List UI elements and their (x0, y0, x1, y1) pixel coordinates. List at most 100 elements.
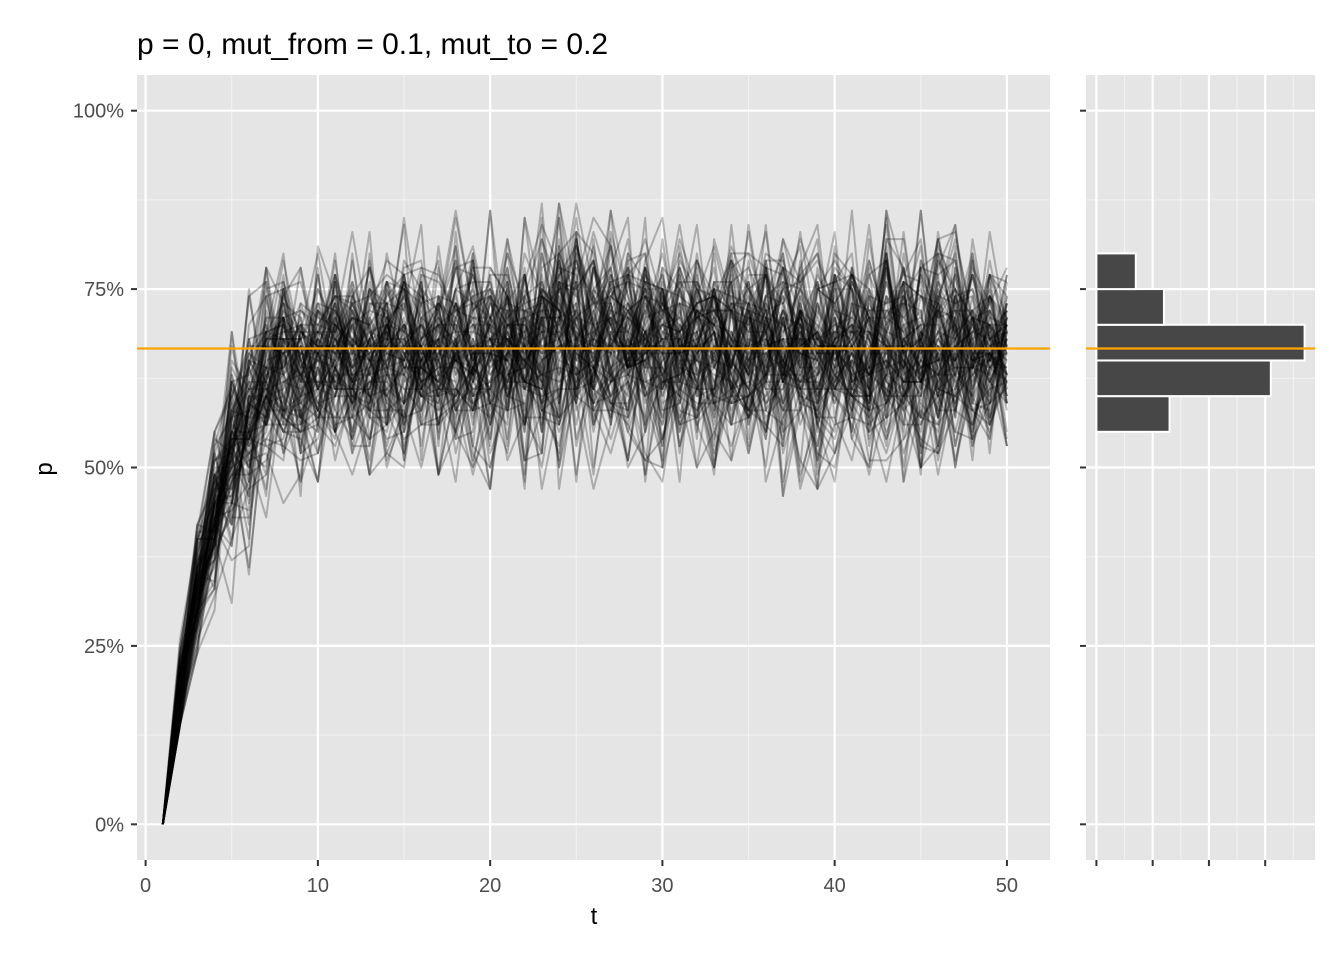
trajectory-line (161, 245, 1008, 825)
trajectory-line (161, 231, 1008, 825)
trajectory-line (161, 223, 1007, 825)
trajectory-line (161, 231, 1008, 825)
trajectory-line (161, 209, 1008, 825)
trajectory-line (161, 259, 1008, 825)
trajectory-line (161, 238, 1008, 825)
trajectory-line (161, 216, 1008, 825)
trajectory-line (161, 223, 1008, 825)
trajectory-line (161, 303, 1008, 825)
trajectory-line (161, 238, 1008, 825)
trajectory-line (161, 266, 1008, 825)
trajectory-line (161, 259, 1008, 825)
trajectory-line (161, 252, 1008, 825)
trajectory-line (161, 266, 1008, 825)
trajectory-line (161, 223, 1008, 825)
trajectory-line (161, 238, 1008, 825)
histogram-gridlines (1086, 75, 1315, 860)
trajectory-line (161, 252, 1008, 825)
trajectory-line (161, 223, 1008, 825)
histogram-bar (1095, 395, 1171, 433)
histogram-bar (1095, 252, 1137, 291)
trajectory-line (161, 238, 1008, 825)
histogram-axes (1080, 109, 1267, 866)
trajectory-line (161, 231, 1008, 825)
x-tick-label: 40 (824, 875, 846, 897)
trajectory-line (161, 223, 1008, 825)
trajectory-line (161, 209, 1008, 825)
trajectory-line (161, 231, 1008, 825)
trajectory-line (161, 223, 1008, 825)
trajectory-line (161, 245, 1008, 825)
trajectory-line (161, 266, 1008, 825)
trajectory-line (161, 216, 1008, 825)
trajectory-line (161, 252, 1008, 825)
trajectory-line (161, 280, 1008, 825)
trajectory-line (161, 216, 1008, 825)
y-tick-label: 0% (95, 814, 124, 836)
trajectory-line (161, 245, 1008, 825)
trajectory-line (161, 209, 1008, 825)
trajectory-line (161, 259, 1008, 825)
trajectory-line (161, 231, 1008, 825)
y-tick-label: 75% (84, 279, 124, 301)
trajectory-line (161, 245, 1008, 825)
trajectory-line (161, 223, 1008, 825)
trajectory-line (161, 238, 1007, 825)
trajectory-line (161, 223, 1008, 825)
trajectory-line (161, 252, 1008, 825)
trajectory-line (161, 209, 1008, 825)
y-tick-label: 50% (84, 458, 124, 480)
trajectory-line (161, 202, 1008, 825)
histogram-bar (1095, 288, 1165, 326)
trajectory-line (161, 295, 1008, 825)
trajectory-line (161, 238, 1008, 825)
trajectory-line (161, 238, 1008, 825)
trajectory-line (161, 202, 1008, 825)
trajectory-line (161, 216, 1008, 825)
trajectory-line (161, 273, 1008, 825)
trajectory-line (161, 259, 1008, 825)
main-plot-panel (137, 75, 1050, 860)
trajectory-line (161, 216, 1008, 825)
x-tick-label: 50 (996, 875, 1018, 897)
trajectory-line (161, 209, 1008, 825)
trajectory-line (161, 223, 1008, 825)
x-tick-label: 30 (651, 875, 673, 897)
trajectory-line (161, 216, 1008, 825)
trajectory-line (161, 209, 1008, 825)
trajectory-line (161, 231, 1008, 825)
trajectory-lines (161, 202, 1008, 825)
trajectory-line (161, 216, 1008, 825)
x-axis-title: t (591, 903, 598, 930)
trajectory-line (161, 266, 1008, 825)
main-gridlines (137, 75, 1050, 860)
trajectory-line (161, 238, 1008, 825)
trajectory-line (161, 259, 1008, 825)
trajectory-line (161, 288, 1008, 825)
trajectory-line (161, 259, 1007, 825)
x-tick-label: 10 (307, 875, 329, 897)
trajectory-line (161, 209, 1008, 825)
trajectory-line (161, 266, 1008, 825)
trajectory-line (161, 259, 1008, 825)
trajectory-line (161, 209, 1008, 825)
trajectory-line (161, 231, 1008, 825)
trajectory-line (161, 259, 1008, 825)
histogram-bar (1095, 323, 1306, 362)
trajectory-line (161, 209, 1008, 825)
trajectory-line (161, 266, 1008, 825)
trajectory-line (161, 209, 1008, 825)
trajectory-line (161, 202, 1008, 825)
trajectory-line (161, 273, 1008, 825)
trajectory-line (161, 266, 1008, 825)
main-axes: 0 10 20 30 40 50 0% 25% 50% 75% 100% (73, 101, 1018, 897)
trajectory-line (161, 252, 1008, 825)
trajectory-line (161, 266, 1008, 825)
y-tick-label: 100% (73, 101, 124, 123)
trajectory-line (161, 216, 1008, 825)
trajectory-line (161, 245, 1008, 825)
trajectory-line (161, 273, 1008, 825)
trajectory-line (161, 266, 1008, 825)
histogram-panel (1086, 75, 1315, 860)
